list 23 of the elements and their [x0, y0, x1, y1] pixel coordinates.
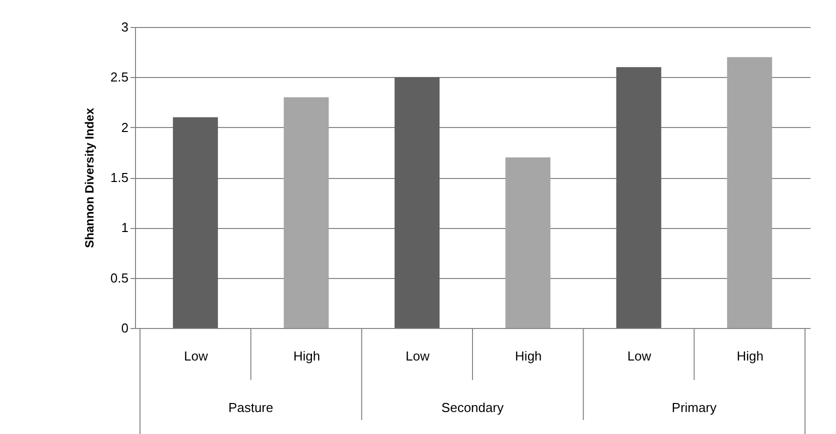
y-tick-label: 3: [121, 20, 128, 34]
text: Pasture: [228, 400, 274, 415]
x-tick-label: High: [293, 348, 320, 364]
x-tick-label: Low: [406, 348, 430, 364]
x-tick-label: Low: [184, 348, 208, 364]
text: Primary: [672, 400, 718, 415]
y-tick-label: 2.5: [110, 70, 128, 85]
y-tick-label: 2: [121, 120, 128, 135]
x-tick-label: Low: [627, 348, 652, 364]
bar: [616, 67, 662, 328]
y-tick-label: 0.5: [110, 270, 128, 286]
x-tick-label: High: [515, 348, 542, 364]
x-tick-label: High: [736, 348, 764, 364]
bar: [394, 77, 440, 328]
bar: [284, 97, 329, 328]
text: Secondary: [441, 400, 504, 415]
y-tick-label: 0: [121, 320, 128, 336]
y-tick-label: 1.5: [110, 170, 128, 185]
y-axis-title: Shannon Diversity Index: [82, 108, 96, 248]
bar: [727, 57, 772, 328]
y-tick-label: 1: [121, 220, 128, 236]
bar: [172, 117, 218, 328]
bar: [505, 157, 550, 328]
